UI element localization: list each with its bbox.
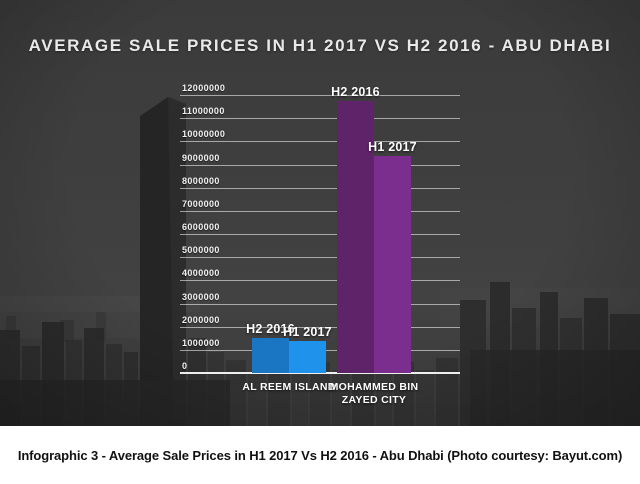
y-tick-label-9000000: 9000000 (182, 152, 220, 163)
bar-label-h1-2017: H1 2017 (368, 140, 417, 155)
y-tick-label-8000000: 8000000 (182, 175, 220, 186)
gridline-11000000 (180, 118, 460, 120)
gridline-2000000 (180, 326, 460, 328)
bar-mohammed-bin-h2-2016 (337, 100, 374, 373)
y-tick-label-2000000: 2000000 (182, 314, 220, 325)
gridline-3000000 (180, 303, 460, 305)
y-tick-label-1000000: 1000000 (182, 337, 220, 348)
y-tick-label-3000000: 3000000 (182, 291, 220, 302)
chart-title: AVERAGE SALE PRICES IN H1 2017 VS H2 201… (28, 36, 612, 55)
gridline-7000000 (180, 210, 460, 212)
bar-chart: 0 1000000 2000000 3000000 4000000 5000000 6000… (180, 83, 460, 406)
bar-label-h2-2016: H2 2016 (246, 322, 295, 337)
gridline-8000000 (180, 187, 460, 189)
category-label-al-reem-island: AL REEM ISLAND (242, 381, 336, 393)
gridline-6000000 (180, 234, 460, 235)
y-tick-label-11000000: 11000000 (182, 106, 225, 117)
y-tick-label-7000000: 7000000 (182, 198, 220, 209)
bar-label-h1-2017: H1 2017 (283, 324, 332, 339)
gridline-12000000 (180, 95, 460, 96)
y-tick-label-10000000: 10000000 (182, 129, 226, 140)
gridline-4000000 (180, 280, 460, 282)
x-axis-line (180, 372, 460, 374)
bar-label-h2-2016: H2 2016 (331, 84, 380, 99)
y-tick-label-6000000: 6000000 (182, 222, 220, 232)
caption-bar: Infographic 3 - Average Sale Prices in H… (0, 426, 640, 484)
gridline-9000000 (180, 164, 460, 166)
y-tick-label-4000000: 4000000 (182, 268, 220, 279)
y-tick-label-12000000: 12000000 (182, 83, 226, 93)
y-tick-label-0: 0 (182, 361, 188, 371)
gridline-10000000 (180, 141, 460, 143)
bar-al-reem-island-h1-2017 (289, 340, 326, 373)
bar-al-reem-island-h2-2016 (252, 338, 289, 373)
category-label-mohammed-bin: MOHAMMED BIN ZAYED CITY (329, 381, 419, 406)
skyline-illustration (0, 97, 640, 426)
gridline-5000000 (180, 257, 460, 259)
y-tick-label-5000000: 5000000 (182, 245, 220, 256)
bar-mohammed-bin-h1-2017 (374, 156, 411, 373)
caption-text: Infographic 3 - Average Sale Prices in H… (17, 447, 623, 463)
